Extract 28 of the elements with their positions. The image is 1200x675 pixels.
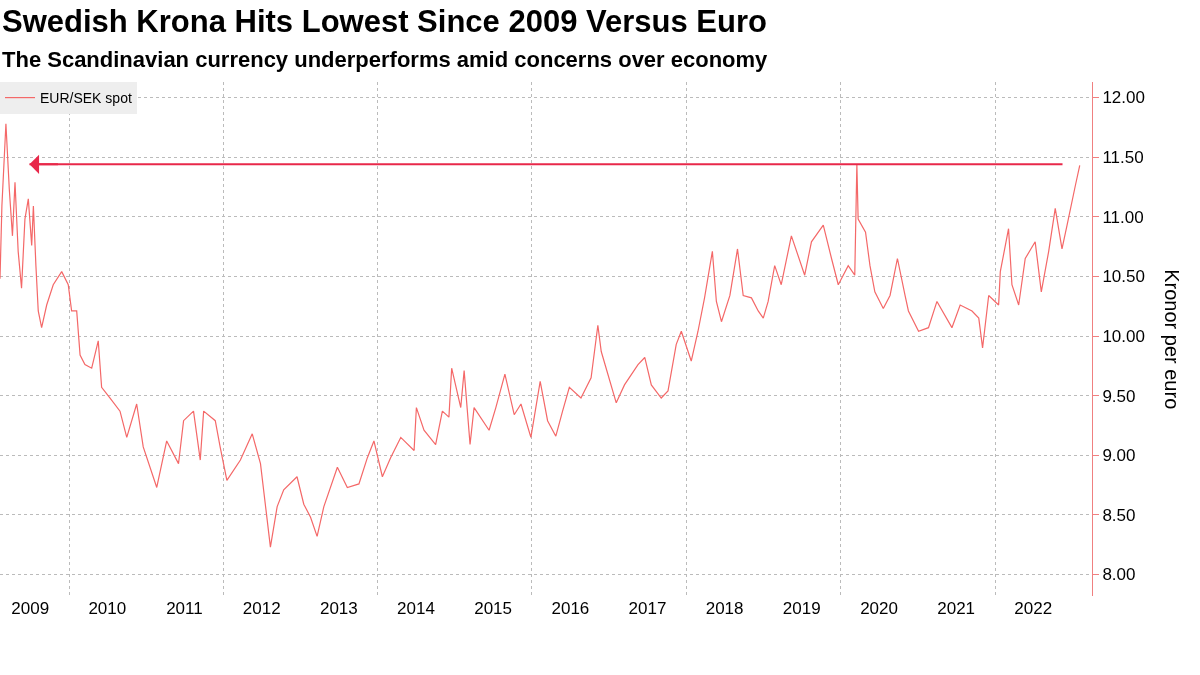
chart-title: Swedish Krona Hits Lowest Since 2009 Versus Euro [2, 4, 767, 39]
y-tick-label: 9.50 [1102, 386, 1136, 406]
x-tick-label: 2010 [88, 599, 127, 618]
y-tick-label: 8.00 [1102, 565, 1136, 585]
x-tick-label: 2021 [937, 599, 976, 618]
y-axis-title: Kronor per euro [1160, 269, 1183, 410]
y-tick-label: 9.00 [1102, 446, 1136, 466]
y-tick-label: 10.00 [1102, 326, 1145, 346]
x-tick-label: 2009 [11, 599, 50, 618]
y-tick-label: 8.50 [1102, 505, 1136, 525]
x-tick-label: 2011 [166, 599, 203, 618]
x-tick-label: 2022 [1014, 599, 1053, 618]
x-tick-label: 2019 [782, 599, 821, 618]
line-series [0, 123, 1081, 548]
y-tick-label: 10.50 [1102, 267, 1145, 287]
legend-label: EUR/SEK spot [40, 90, 132, 107]
x-tick-label: 2016 [551, 599, 590, 618]
x-tick-label: 2020 [860, 599, 898, 618]
y-tick-label: 11.50 [1102, 148, 1144, 168]
chart-subtitle: The Scandinavian currency underperforms amid concerns over economy [2, 47, 769, 72]
x-tick-label: 2014 [397, 599, 435, 618]
x-tick-label: 2012 [242, 599, 281, 618]
x-tick-label: 2018 [705, 599, 744, 618]
x-tick-label: 2017 [628, 599, 667, 618]
x-tick-label: 2015 [474, 599, 512, 618]
y-tick-label: 12.00 [1102, 88, 1145, 108]
x-tick-label: 2013 [319, 599, 358, 618]
y-tick-label: 11.00 [1102, 207, 1144, 227]
